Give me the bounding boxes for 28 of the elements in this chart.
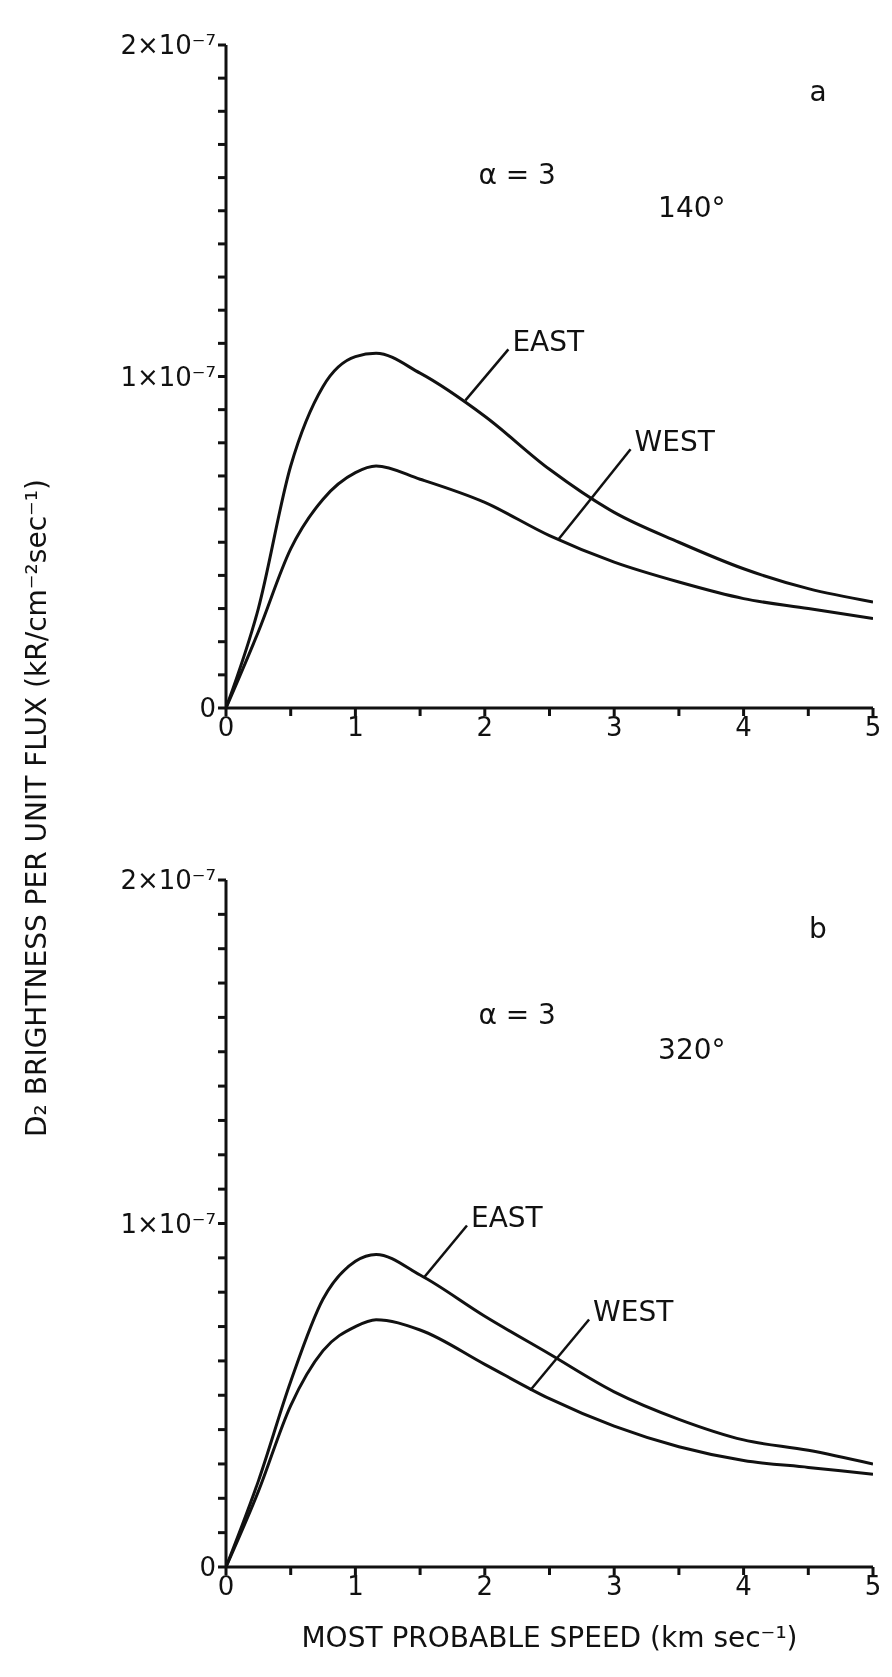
- text: EAST: [470, 1201, 544, 1235]
- x-tick-label: 2: [476, 712, 494, 743]
- annotation: α = 3: [478, 158, 556, 192]
- annotation: α = 3: [478, 998, 556, 1032]
- x-tick-label: 3: [605, 1571, 623, 1602]
- annotation: 140°: [658, 191, 726, 225]
- annotation: a: [809, 75, 827, 109]
- x-tick-label: 4: [735, 1571, 752, 1602]
- text: EAST: [512, 325, 586, 359]
- x-tick-label: 1: [347, 1571, 364, 1602]
- y-tick-label: 2×10⁻⁷: [120, 30, 216, 61]
- y-tick-label: 1×10⁻⁷: [120, 361, 216, 392]
- x-tick-label: 2: [476, 1571, 494, 1602]
- y-tick-label: 1×10⁻⁷: [120, 1208, 216, 1239]
- x-tick-label: 5: [864, 712, 882, 743]
- y-tick-label: 2×10⁻⁷: [120, 865, 216, 896]
- annotation: b: [809, 912, 827, 946]
- text: WEST: [593, 1295, 675, 1329]
- x-tick-label: 5: [864, 1571, 882, 1602]
- x-tick-label: 1: [347, 712, 364, 743]
- y-axis-title: D₂ BRIGHTNESS PER UNIT FLUX (kR/cm⁻²sec⁻¹): [20, 479, 53, 1137]
- x-tick-label: 4: [735, 712, 752, 743]
- text: WEST: [634, 425, 716, 459]
- annotation: 320°: [658, 1032, 726, 1066]
- y-tick-label: 0: [199, 693, 216, 724]
- x-axis-title: MOST PROBABLE SPEED (km sec⁻¹): [301, 1621, 798, 1654]
- y-tick-label: 0: [199, 1552, 216, 1583]
- x-tick-label: 3: [605, 712, 623, 743]
